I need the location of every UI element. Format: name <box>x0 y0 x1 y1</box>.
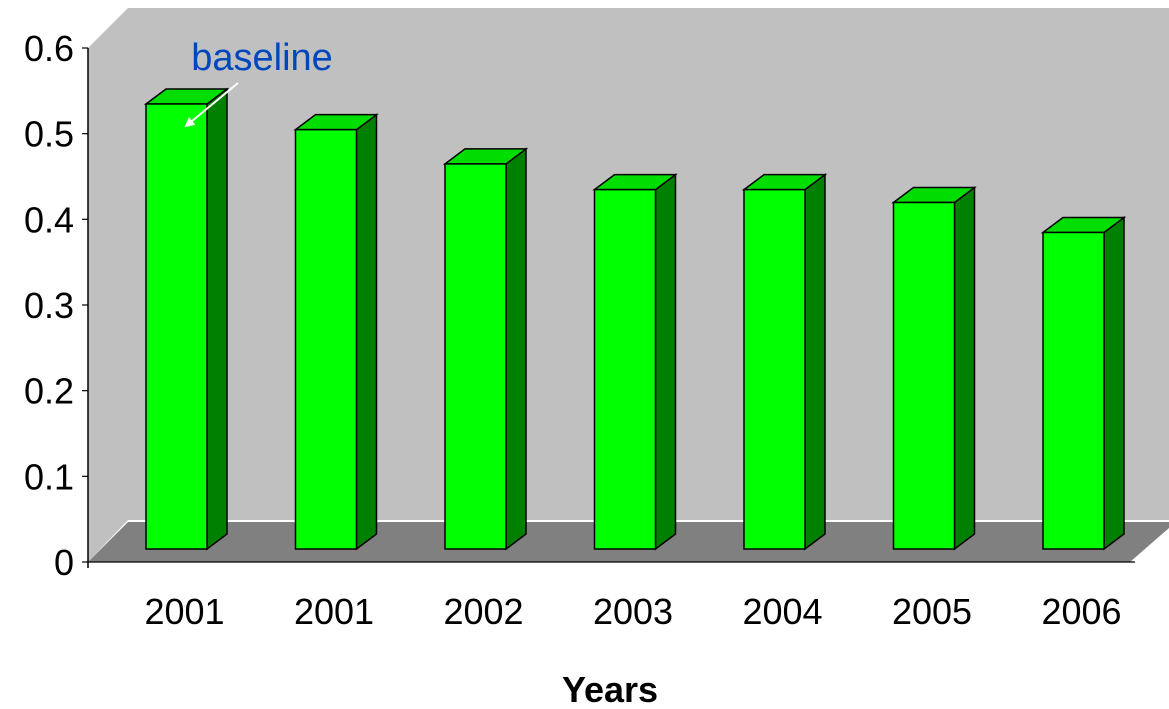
bar-front <box>892 201 956 550</box>
bar-side <box>1103 215 1125 551</box>
x-axis-tick-labels: 2001 2001 2002 2003 2004 2005 2006 <box>144 591 1121 632</box>
bars <box>143 87 1127 551</box>
bar-front <box>593 188 657 550</box>
bar <box>1040 215 1127 551</box>
bar <box>741 173 828 551</box>
bar-front <box>444 163 507 550</box>
annotation-arrow <box>184 82 239 128</box>
bar <box>442 147 529 551</box>
bar-side <box>804 173 826 551</box>
x-tick-label: 2006 <box>1041 591 1121 632</box>
y-tick-label: 0.4 <box>24 199 74 240</box>
x-tick-label: 2001 <box>144 591 224 632</box>
bar <box>293 113 379 551</box>
x-tick-label: 2004 <box>742 591 822 632</box>
bar <box>592 173 678 551</box>
y-axis-ticks: 0 0.1 0.2 0.3 0.4 0.5 0.6 <box>24 28 88 583</box>
baseline-annotation: baseline <box>184 37 333 128</box>
y-tick-label: 0.2 <box>24 371 74 412</box>
bar-side <box>355 113 378 551</box>
x-axis-title: Years <box>562 669 658 704</box>
x-tick-label: 2001 <box>294 591 374 632</box>
bar-side <box>654 173 677 551</box>
x-tick-label: 2005 <box>892 591 972 632</box>
bar-front <box>145 103 208 550</box>
bar-front <box>743 188 806 550</box>
annotation-label: baseline <box>191 37 333 79</box>
y-tick-label: 0.3 <box>24 285 74 326</box>
x-tick-label: 2003 <box>593 591 673 632</box>
bar-front <box>294 128 358 550</box>
bar-side <box>953 185 976 551</box>
y-tick-label: 0.6 <box>24 28 74 69</box>
bar-side <box>505 147 527 551</box>
bar <box>143 87 230 551</box>
y-tick-label: 0.5 <box>24 114 74 155</box>
y-tick-label: 0 <box>54 542 74 583</box>
y-tick-label: 0.1 <box>24 456 74 497</box>
bar-side <box>206 87 228 551</box>
bar-front <box>1042 231 1105 550</box>
x-tick-label: 2002 <box>443 591 523 632</box>
bar <box>891 185 977 551</box>
